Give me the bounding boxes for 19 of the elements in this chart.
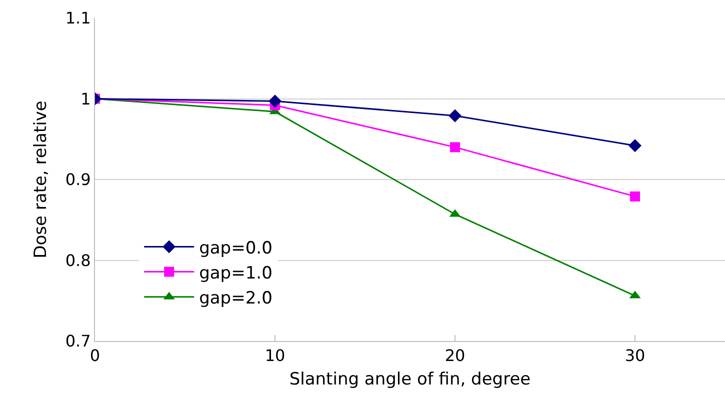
legend-label: gap=2.0 (199, 288, 272, 309)
x-tick-label: 20 (444, 346, 466, 366)
y-tick-label: 0.7 (65, 332, 91, 351)
point (268, 94, 282, 108)
x-tick-label: 10 (264, 346, 286, 366)
point (628, 139, 642, 152)
y-tick-label: 1.1 (65, 8, 91, 28)
point (630, 191, 640, 202)
x-tick-label: 30 (624, 346, 646, 366)
y-tick-label: 1 (80, 89, 91, 108)
y-tick-label: 0.9 (65, 170, 91, 190)
legend-label: gap=0.0 (199, 238, 272, 258)
point (450, 142, 460, 152)
y-tick-label: 0.8 (65, 250, 91, 270)
point (448, 109, 462, 122)
x-tick-label: 0 (90, 346, 100, 366)
x-axis-title: Slanting angle of fin, degree (289, 370, 531, 390)
legend-label: gap=1.0 (199, 263, 272, 284)
y-axis-title: Dose rate, relative (30, 100, 51, 258)
